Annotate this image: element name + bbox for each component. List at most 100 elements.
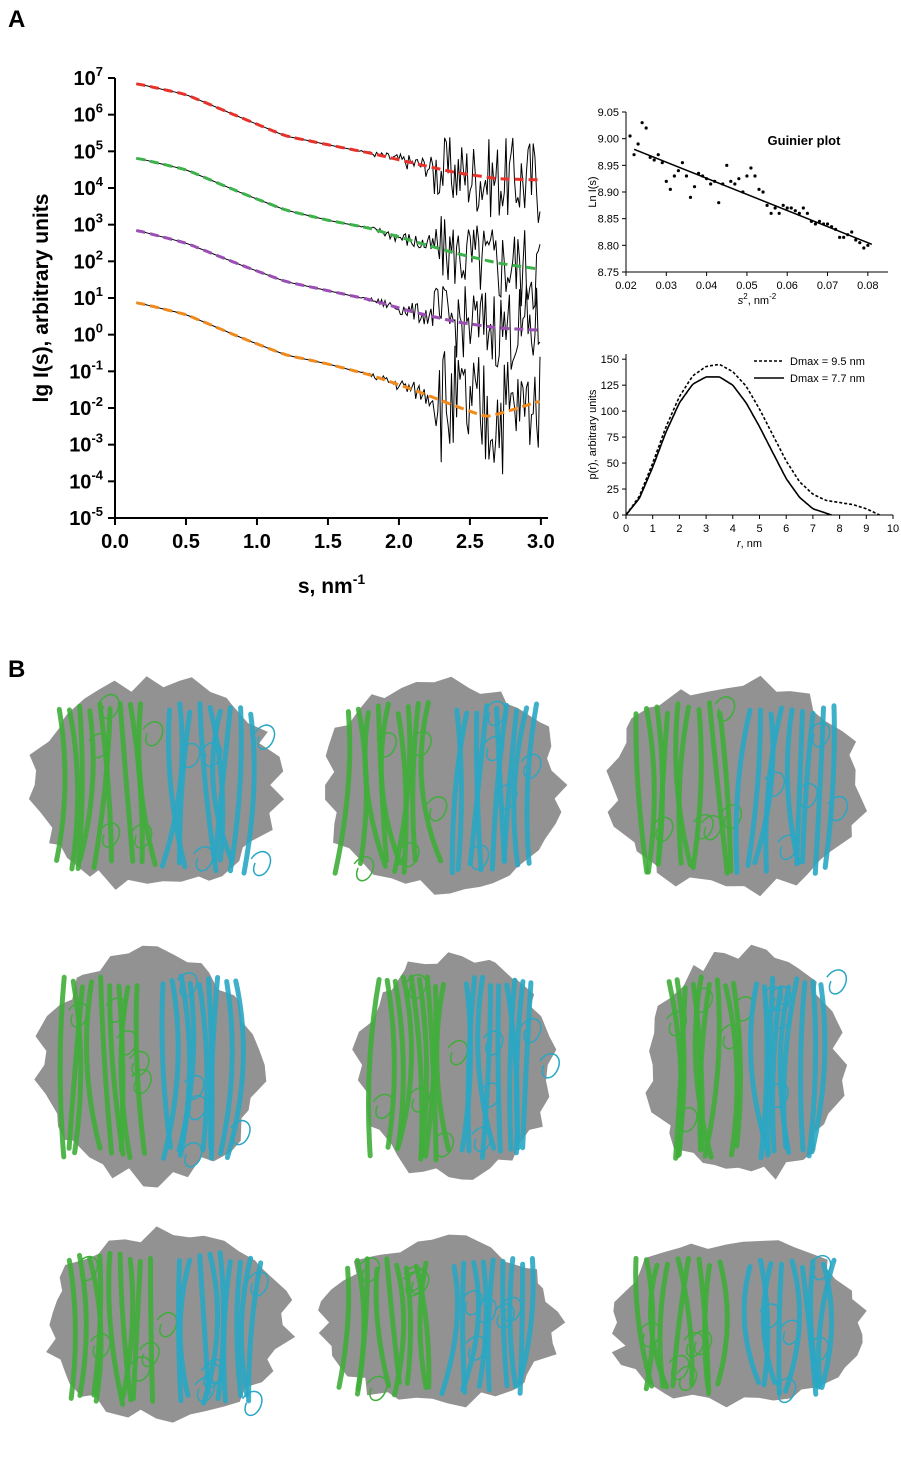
y-tick-label: 10-3 [69,431,103,457]
chain-b-loop [485,700,507,727]
guinier-point [684,174,689,178]
chain-b-loop [247,1271,269,1297]
chain-a-strand [697,981,712,1153]
chain-b-strand [238,1255,254,1398]
guinier-y-tick-label: 8.90 [598,187,619,199]
chain-b-strand [210,708,235,863]
chain-a-loop [353,855,375,882]
x-tick-label: 1.5 [314,531,342,553]
chain-a-strand [633,711,650,875]
guinier-point [717,201,721,205]
guinier-point [636,142,640,146]
pr-x-tick-label: 7 [810,523,816,535]
chain-b-strand [808,1258,822,1390]
chain-a-strand [97,701,114,864]
y-tick-label: 10-1 [69,357,103,383]
chain-a-loop [116,1030,138,1056]
chain-b-strand [798,980,808,1153]
pr-x-tick-label: 1 [650,523,656,535]
guinier-x-tick-label: 0.08 [857,280,878,292]
chain-b-loop [809,722,831,748]
guinier-point [789,206,793,210]
chain-a-strand [66,984,85,1151]
guinier-point [652,158,656,162]
guinier-point [825,222,830,226]
chain-b-strand [218,979,235,1156]
chain-a-strand [413,1263,432,1390]
chain-b-loop [483,735,505,762]
y-tick-label: 10-2 [69,394,103,420]
chain-b-loop [179,742,201,769]
guinier-point [838,235,842,239]
chain-b-loop [181,1142,203,1168]
model-view-7 [46,1226,296,1423]
guinier-y-tick-label: 8.85 [598,214,619,226]
guinier-point [817,219,822,223]
y-tick-label: 105 [74,137,103,163]
chain-a-strand [67,707,81,872]
chain-a-loop [359,1257,381,1283]
chain-b-loop [229,1119,251,1146]
guinier-point [781,203,785,207]
guinier-point [692,185,697,189]
chain-b-strand [467,703,490,867]
guinier-point [668,187,672,191]
chain-b-strand [745,707,764,868]
pr-y-axis-label: p(r), arbitrary units [587,389,599,479]
pr-x-tick-label: 8 [837,523,843,535]
chain-b-strand [776,1261,784,1396]
chain-b-strand [781,976,800,1150]
model-view-4 [34,945,267,1188]
chain-b-loop [826,969,848,995]
chain-a-loop [142,721,164,747]
pr-y-tick-label: 50 [607,458,619,470]
pr-x-tick-label: 5 [756,523,762,535]
chain-b-strand [809,982,828,1155]
chain-a-loop [666,1010,688,1037]
chain-b-loop [768,1082,789,1109]
chain-b-loop [493,1303,515,1329]
guinier-point [801,206,805,210]
chain-a-strand [657,1261,670,1389]
chain-a-strand [332,709,353,876]
guinier-point [797,211,801,215]
guinier-x-tick-label: 0.02 [615,280,636,292]
chain-b-strand [176,981,197,1153]
chain-b-loop [520,1017,542,1044]
chain-a-strand [395,974,415,1152]
y-tick-label: 103 [74,211,103,237]
chain-b-strand [812,705,826,876]
guinier-point [709,182,713,186]
chain-a-strand [392,1262,407,1398]
chain-b-strand [439,1264,461,1397]
chain-a-strand [384,977,397,1150]
panel-label-b: B [8,656,26,683]
guinier-x-tick-label: 0.05 [736,280,757,292]
chain-a-loop [692,987,714,1013]
pr-series-1 [625,376,832,516]
chain-b-strand [507,1256,519,1389]
pr-x-tick-label: 3 [703,523,709,535]
guinier-x-tick-label: 0.07 [817,280,838,292]
x-axis-label: s, nm-1 [298,571,366,598]
chain-a-loop [156,1311,178,1338]
chain-b-strand [524,701,539,866]
guinier-y-tick-label: 8.95 [598,160,619,172]
guinier-point [664,179,668,183]
chain-a-strand [702,1263,712,1389]
guinier-point [688,195,693,199]
guinier-point [785,206,789,210]
guinier-fit-line [633,148,873,245]
chain-b-strand [500,1258,510,1389]
chain-a-strand [118,984,133,1161]
model-view-9 [611,1240,867,1408]
chain-b-strand [741,1264,762,1385]
guinier-point [809,219,814,223]
chain-b-strand [495,983,503,1154]
chain-b-loop [775,1377,797,1404]
chain-a-loop [403,1265,425,1292]
guinier-point [842,235,846,239]
guinier-point [725,163,729,167]
chain-a-loop [676,1365,698,1391]
chain-b-loop [759,1303,781,1329]
